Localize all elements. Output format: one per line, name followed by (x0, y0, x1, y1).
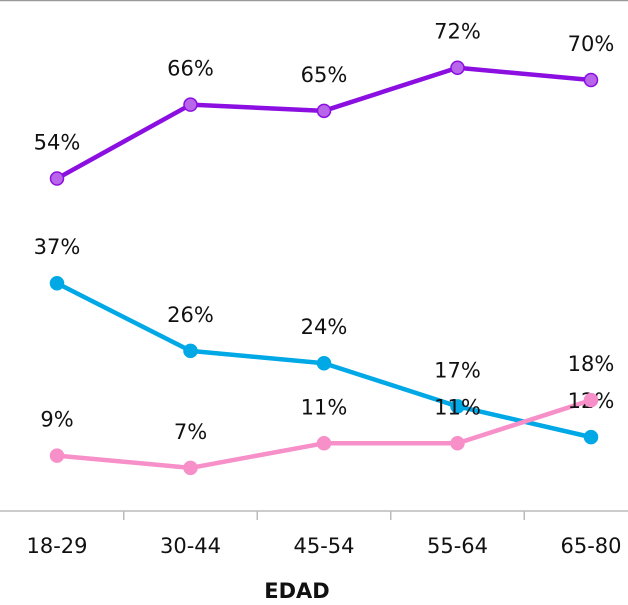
data-label: 7% (174, 420, 207, 444)
point (49, 275, 65, 291)
data-label: 65% (301, 63, 348, 87)
point (183, 460, 198, 476)
point (316, 355, 332, 371)
data-label: 18% (568, 352, 615, 376)
data-label: 9% (40, 408, 73, 432)
data-label: 26% (167, 303, 214, 327)
point (450, 399, 465, 414)
point (450, 60, 465, 75)
point (183, 97, 198, 112)
x-tick-label: 18-29 (26, 534, 87, 558)
data-label: 37% (34, 235, 81, 259)
point (583, 72, 599, 88)
data-label: 17% (434, 358, 481, 382)
x-tick-label: 30-44 (160, 534, 221, 558)
data-label: 72% (434, 20, 481, 44)
point (316, 103, 332, 119)
point (49, 448, 65, 463)
x-tick-label: 65-80 (560, 534, 621, 558)
x-tick-label: 55-64 (427, 534, 488, 558)
point (183, 343, 198, 359)
data-label: 54% (34, 131, 81, 155)
data-label: 24% (301, 315, 348, 339)
point (450, 436, 465, 451)
point (49, 171, 65, 186)
point (583, 429, 599, 445)
data-label: 70% (568, 32, 615, 56)
point (583, 392, 599, 408)
x-axis-title: EDAD (264, 579, 329, 603)
point (316, 436, 332, 451)
x-tick-label: 45-54 (293, 534, 354, 558)
data-label: 11% (301, 395, 348, 419)
data-label: 66% (167, 57, 214, 81)
data-label: 11% (434, 395, 481, 419)
